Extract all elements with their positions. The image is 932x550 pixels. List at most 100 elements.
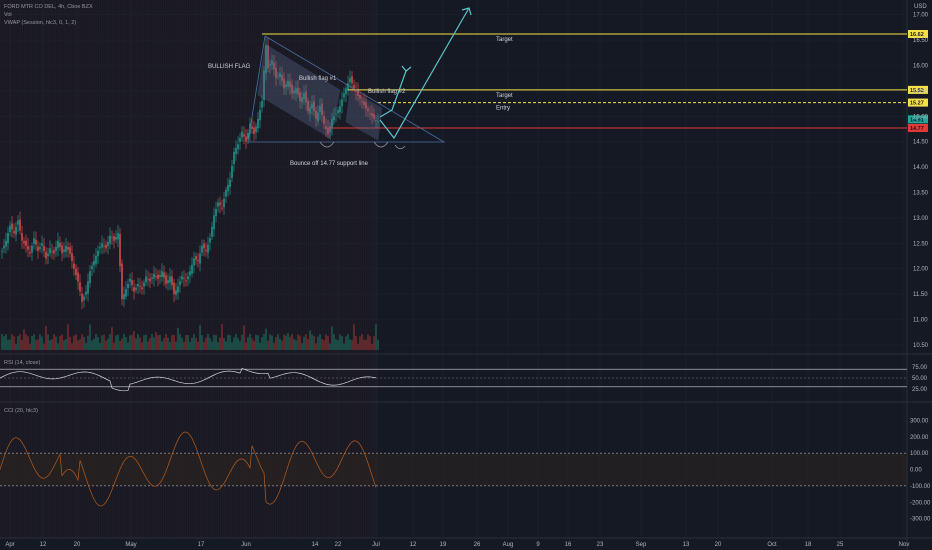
candle-body: [277, 75, 279, 77]
session-stripe: [222, 0, 224, 538]
bounce-curve-1: [319, 141, 335, 148]
candle-body: [153, 273, 155, 279]
volume-bar: [79, 338, 81, 350]
candle-body: [39, 247, 41, 249]
volume-bar: [291, 334, 293, 350]
volume-bar: [67, 324, 69, 350]
candle-body: [47, 253, 49, 257]
time-tick-label: 13: [683, 542, 690, 548]
candle-body: [367, 108, 369, 112]
candle-body: [141, 287, 143, 290]
session-stripe: [303, 0, 305, 538]
volume-bar: [121, 338, 123, 350]
volume-bar: [365, 339, 367, 350]
level-tag-bg-target_high: [908, 30, 928, 38]
volume-bar: [299, 335, 301, 350]
session-stripe: [101, 0, 103, 538]
session-stripe: [244, 0, 246, 538]
candle-body: [197, 260, 199, 262]
session-stripe: [149, 0, 151, 538]
candle-body: [95, 255, 97, 264]
session-stripe: [88, 0, 90, 538]
candle-body: [121, 263, 123, 300]
session-stripe: [39, 0, 41, 538]
volume-bar: [309, 330, 311, 350]
volume-bar: [177, 327, 179, 350]
candle-body: [305, 91, 307, 103]
rsi-tick-label: 75.00: [912, 365, 928, 371]
time-tick-label: 20: [715, 542, 722, 548]
session-stripe: [352, 0, 354, 538]
session-stripe: [297, 0, 299, 538]
time-tick-label: Apr: [5, 542, 14, 548]
session-stripe: [77, 0, 79, 538]
volume-bar: [45, 325, 47, 350]
volume-bar: [201, 335, 203, 350]
volume-bar: [271, 335, 273, 350]
candle-body: [191, 264, 193, 274]
volume-bar: [143, 335, 145, 350]
volume-bar: [83, 336, 85, 350]
volume-bar: [49, 340, 51, 350]
projection-arrow-short: [379, 70, 407, 118]
candle-body: [165, 275, 167, 284]
candle-body: [219, 202, 221, 206]
volume-bar: [203, 341, 205, 350]
candle-body: [181, 276, 183, 280]
session-stripe: [259, 0, 261, 538]
cci-tick-label: 300.00: [910, 418, 929, 424]
candle-body: [15, 226, 17, 235]
volume-bar: [243, 325, 245, 350]
candle-body: [255, 126, 257, 133]
candle-body: [73, 263, 75, 269]
price-tick-label: 15.50: [913, 89, 929, 95]
volume-bar: [327, 335, 329, 350]
volume-bar: [255, 334, 257, 350]
vwap-legend: VWAP (Session, hlc3, 0, 1, 2): [4, 20, 76, 26]
candle-body: [317, 112, 319, 122]
volume-bar: [245, 342, 247, 350]
volume-bar: [27, 336, 29, 350]
session-stripe: [94, 0, 96, 538]
volume-bar: [335, 339, 337, 350]
session-stripe: [178, 0, 180, 538]
volume-bar: [165, 334, 167, 350]
candle-body: [233, 151, 235, 165]
session-stripe: [123, 0, 125, 538]
session-stripe: [24, 0, 26, 538]
candle-body: [27, 246, 29, 250]
candle-body: [355, 89, 357, 93]
candle-body: [339, 106, 341, 113]
candle-body: [291, 84, 293, 94]
candle-body: [205, 249, 207, 251]
volume-bar: [303, 336, 305, 350]
candle-body: [347, 83, 349, 91]
session-stripe: [55, 0, 57, 538]
volume-bar: [213, 334, 215, 350]
candle-body: [221, 207, 223, 209]
volume-bar: [235, 334, 237, 350]
session-stripe: [99, 0, 101, 538]
volume-bar: [185, 335, 187, 350]
session-stripe: [63, 0, 65, 538]
volume-bar: [281, 340, 283, 350]
session-stripe: [66, 0, 68, 538]
price-levels: Target 16.62 Target 15.52 Entry 15.27 14.77 14.…: [262, 30, 928, 132]
level-tag-support: 14.77: [910, 126, 924, 132]
volume-bar: [331, 326, 333, 350]
session-stripe: [338, 0, 340, 538]
annotation-flag-1: Bullish flag #1: [299, 76, 337, 82]
volume-bar: [159, 334, 161, 350]
candle-body: [315, 110, 317, 119]
session-stripe: [37, 0, 39, 538]
level-tag-bg-target_low: [908, 85, 928, 94]
volume-bar: [295, 340, 297, 350]
session-stripe: [376, 0, 378, 538]
candle-body: [185, 280, 187, 282]
candle-body: [13, 231, 15, 234]
volume-bar: [253, 341, 255, 350]
candle-body: [31, 245, 33, 253]
candle-body: [337, 109, 339, 114]
